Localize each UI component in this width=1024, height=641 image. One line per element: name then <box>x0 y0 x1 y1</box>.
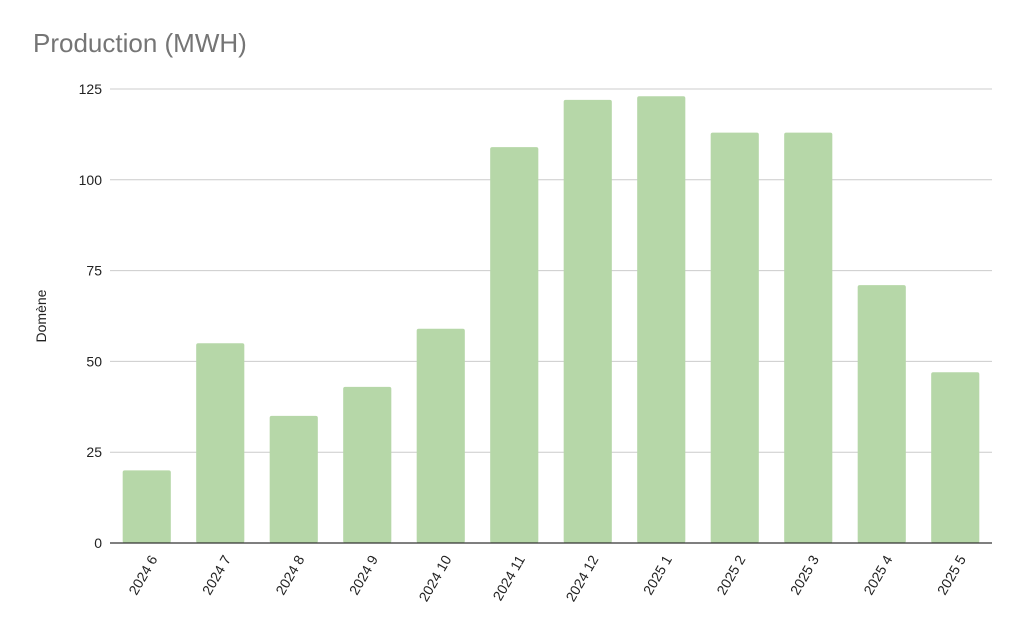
x-tick-label: 2024 8 <box>272 552 307 597</box>
x-tick-label: 2024 12 <box>562 552 601 604</box>
y-tick-label: 25 <box>86 444 102 460</box>
bar <box>563 99 612 544</box>
x-tick-label: 2024 6 <box>125 552 160 597</box>
y-axis-title: Domène <box>33 289 49 342</box>
y-tick-label: 75 <box>86 263 102 279</box>
x-tick-label: 2025 4 <box>860 552 895 597</box>
x-tick-label: 2024 7 <box>199 552 234 597</box>
bar <box>857 285 906 543</box>
x-tick-label: 2025 3 <box>787 552 822 597</box>
x-axis-tick-labels: 2024 6 2024 7 2024 8 2024 9 2024 10 2024 11 20… <box>125 552 969 604</box>
y-tick-label: 100 <box>79 172 103 188</box>
y-tick-label: 125 <box>79 81 103 97</box>
bar <box>784 132 833 544</box>
chart-title: Production (MWH) <box>33 28 247 58</box>
y-axis-tick-labels: 0 25 50 75 100 125 <box>79 81 103 551</box>
y-tick-label: 0 <box>94 535 102 551</box>
bar <box>343 386 392 543</box>
y-tick-label: 50 <box>86 353 102 369</box>
bar <box>196 343 245 543</box>
x-tick-label: 2025 1 <box>640 552 675 597</box>
bar <box>710 132 759 544</box>
gridlines <box>110 88 992 453</box>
x-tick-label: 2024 9 <box>346 552 381 597</box>
bar <box>637 96 686 543</box>
bar <box>416 328 465 543</box>
bar <box>269 415 318 543</box>
x-tick-label: 2024 11 <box>489 552 528 603</box>
bar <box>490 147 539 543</box>
bars <box>122 96 980 544</box>
bar <box>122 470 171 543</box>
x-tick-label: 2025 2 <box>713 552 748 597</box>
bar <box>931 372 980 543</box>
x-tick-label: 2024 10 <box>415 552 454 604</box>
x-tick-label: 2025 5 <box>934 552 969 597</box>
